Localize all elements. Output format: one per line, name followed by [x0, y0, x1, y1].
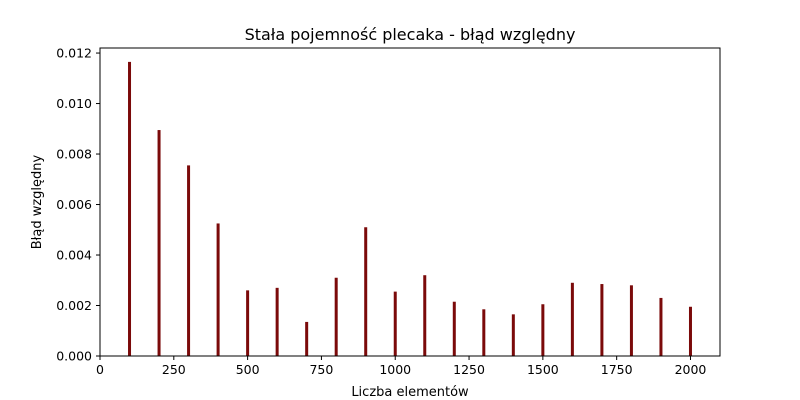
- plot-frame: [99, 47, 721, 357]
- chart-title: Stała pojemność plecaka - błąd względny: [245, 25, 576, 44]
- x-tick-label: 750: [309, 362, 333, 377]
- x-tick-label: 250: [162, 362, 186, 377]
- bar: [334, 277, 338, 356]
- bar: [423, 275, 427, 356]
- bar: [216, 223, 220, 356]
- y-tick-label: 0.004: [56, 248, 92, 263]
- bar: [600, 284, 604, 356]
- bar: [157, 130, 161, 356]
- bar: [541, 304, 545, 356]
- x-tick-label: 500: [236, 362, 260, 377]
- x-tick-label: 0: [96, 362, 104, 377]
- bar: [246, 290, 250, 356]
- bar: [629, 285, 633, 356]
- bar: [570, 282, 574, 356]
- x-axis-ticks: 0 250 500 750 1000 1250 1500 1750 2000: [96, 356, 706, 377]
- y-tick-label: 0.000: [56, 349, 92, 364]
- y-tick-label: 0.006: [56, 197, 92, 212]
- bar: [364, 227, 368, 356]
- bar: [482, 309, 486, 356]
- x-tick-label: 1500: [527, 362, 559, 377]
- bar: [393, 291, 397, 356]
- bar: [128, 61, 132, 356]
- y-tick-label: 0.012: [56, 46, 92, 61]
- bar: [659, 297, 663, 356]
- x-tick-label: 2000: [675, 362, 707, 377]
- bar: [305, 321, 309, 356]
- bar: [688, 306, 692, 356]
- bar: [275, 287, 279, 356]
- y-axis-ticks: 0.000 0.002 0.004 0.006 0.008 0.010 0.012: [56, 46, 100, 364]
- x-tick-label: 1750: [601, 362, 633, 377]
- y-tick-label: 0.008: [56, 147, 92, 162]
- x-tick-label: 1000: [379, 362, 411, 377]
- x-tick-label: 1250: [453, 362, 485, 377]
- y-tick-label: 0.002: [56, 298, 92, 313]
- x-axis-label: Liczba elementów: [351, 385, 469, 400]
- y-tick-label: 0.010: [56, 96, 92, 111]
- bar: [511, 314, 515, 356]
- bar: [187, 165, 191, 356]
- bar: [452, 301, 456, 356]
- bars-group: [128, 61, 692, 356]
- y-axis-label: Błąd względny: [30, 154, 45, 249]
